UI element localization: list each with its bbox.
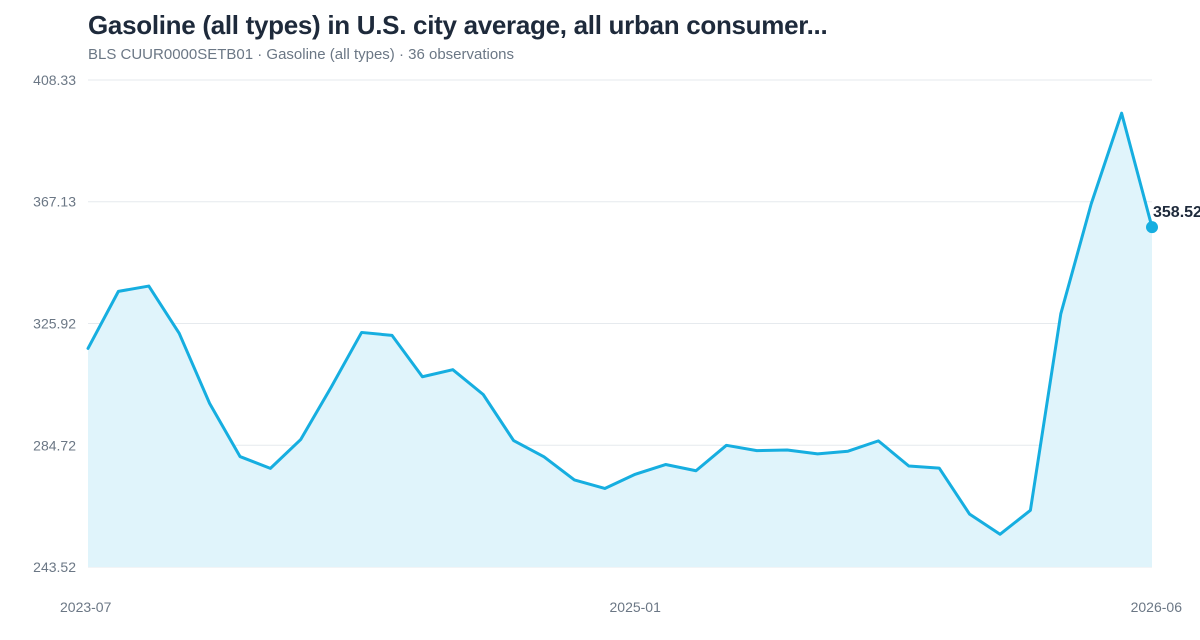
- data-point[interactable]: [875, 438, 881, 444]
- data-point[interactable]: [1058, 311, 1064, 317]
- data-point[interactable]: [237, 454, 243, 460]
- data-point[interactable]: [936, 465, 942, 471]
- x-tick-label: 2025-01: [610, 599, 662, 615]
- data-point[interactable]: [85, 345, 91, 351]
- data-point[interactable]: [146, 283, 152, 289]
- data-point[interactable]: [207, 400, 213, 406]
- x-tick-label: 2023-07: [60, 599, 112, 615]
- chart-title: Gasoline (all types) in U.S. city averag…: [88, 10, 828, 40]
- data-point[interactable]: [115, 288, 121, 294]
- data-point[interactable]: [541, 454, 547, 460]
- last-value-marker[interactable]: [1146, 221, 1158, 234]
- data-point[interactable]: [328, 384, 334, 390]
- last-value-label: 358.52: [1153, 204, 1200, 221]
- data-point[interactable]: [997, 531, 1003, 537]
- data-point[interactable]: [632, 471, 638, 477]
- x-tick-label: 2026-06: [1131, 599, 1183, 615]
- data-point[interactable]: [176, 330, 182, 336]
- chart-subtitle: BLS CUUR0000SETB01 · Gasoline (all types…: [88, 46, 515, 63]
- data-point[interactable]: [693, 468, 699, 474]
- data-point[interactable]: [754, 448, 760, 454]
- data-point[interactable]: [480, 391, 486, 397]
- data-point[interactable]: [602, 485, 608, 491]
- data-point[interactable]: [419, 374, 425, 380]
- data-point[interactable]: [450, 367, 456, 373]
- data-point[interactable]: [359, 329, 365, 335]
- series-line: [86, 111, 1154, 536]
- y-tick-label: 408.33: [33, 72, 76, 88]
- y-tick-label: 243.52: [33, 559, 76, 575]
- data-point[interactable]: [511, 438, 517, 444]
- y-tick-label: 284.72: [33, 437, 76, 453]
- data-point[interactable]: [298, 436, 304, 442]
- y-tick-label: 367.13: [33, 194, 76, 210]
- data-point[interactable]: [1088, 201, 1094, 207]
- data-point[interactable]: [815, 451, 821, 457]
- data-point[interactable]: [845, 448, 851, 454]
- data-point[interactable]: [663, 462, 669, 468]
- data-point[interactable]: [784, 447, 790, 453]
- data-point[interactable]: [967, 511, 973, 517]
- data-point[interactable]: [571, 477, 577, 483]
- data-point[interactable]: [1119, 110, 1125, 116]
- data-point[interactable]: [389, 332, 395, 338]
- data-point[interactable]: [1027, 507, 1033, 513]
- y-tick-label: 325.92: [33, 316, 76, 332]
- data-point[interactable]: [906, 463, 912, 469]
- data-point[interactable]: [723, 442, 729, 448]
- x-axis-ticks: 2023-07 2025-01 2026-06: [60, 599, 1182, 615]
- data-point[interactable]: [267, 465, 273, 471]
- y-axis-ticks: 408.33 367.13 325.92 284.72 243.52: [33, 72, 76, 575]
- area-fill: [88, 113, 1152, 568]
